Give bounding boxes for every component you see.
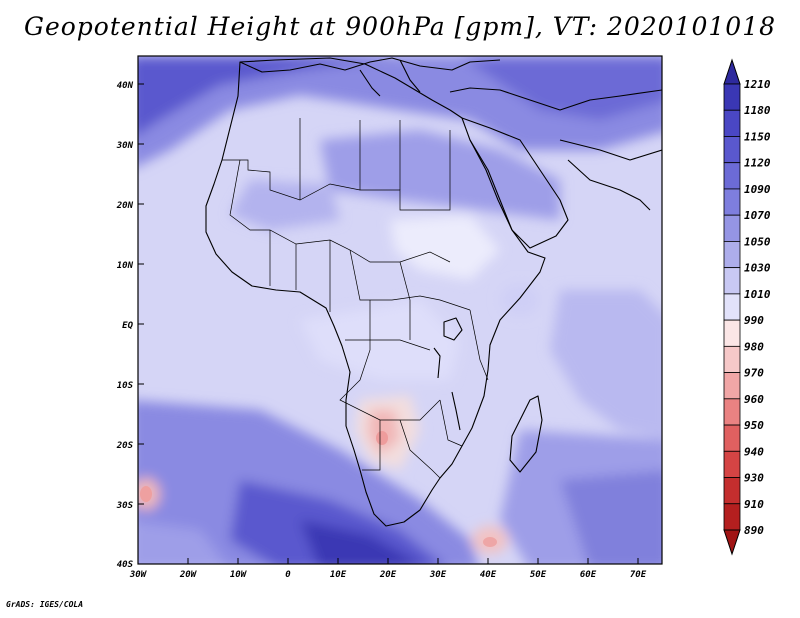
colorbar-label: 980	[744, 340, 764, 353]
colorbar-swatch	[723, 109, 741, 137]
colorbar-swatch	[723, 424, 741, 452]
colorbar-label: 1120	[744, 157, 771, 170]
colorbar-swatch	[723, 293, 741, 321]
chart-title: Geopotential Height at 900hPa [gpm], VT:…	[23, 12, 777, 41]
lat-label-20S: 20S	[116, 441, 134, 451]
colorbar-label: 960	[744, 393, 764, 406]
lon-label-30E: 30E	[429, 570, 447, 580]
colorbar-swatch	[723, 345, 741, 373]
colorbar-label: 970	[744, 367, 764, 380]
lon-label-20E: 20E	[379, 570, 397, 580]
colorbar-swatch	[723, 241, 741, 269]
colorbar-label: 1050	[744, 235, 771, 248]
lat-label-10N: 10N	[117, 261, 134, 271]
colorbar-label: 930	[744, 472, 764, 485]
lon-label-10E: 10E	[330, 570, 347, 580]
colorbar: 1210 1180 1150 1120 1090 1070 1050 1030 1010 990 9…	[723, 58, 771, 556]
lat-label-40S: 40S	[117, 560, 134, 570]
lon-label-10W: 10W	[230, 570, 248, 580]
colorbar-label: 950	[744, 419, 764, 432]
colorbar-swatch	[723, 450, 741, 478]
colorbar-label: 1090	[744, 183, 771, 196]
colorbar-swatch	[723, 477, 741, 505]
map-frame	[137, 55, 663, 565]
colorbar-swatch	[723, 503, 741, 531]
colorbar-label: 1180	[744, 104, 771, 117]
colorbar-swatch	[723, 136, 741, 164]
lon-label-70E: 70E	[630, 570, 647, 580]
footer-credit: GrADS: IGES/COLA	[6, 600, 84, 609]
colorbar-label: 1070	[744, 209, 771, 222]
colorbar-swatch	[723, 319, 741, 347]
lon-label-30W: 30W	[129, 570, 148, 580]
lon-label-20W: 20W	[179, 570, 198, 580]
colorbar-label: 1150	[744, 130, 771, 143]
colorbar-swatch	[723, 83, 741, 111]
lat-label-10S: 10S	[117, 381, 134, 391]
lat-label-30S: 30S	[116, 501, 134, 511]
lat-label-eq: EQ	[122, 321, 133, 331]
colorbar-label: 1010	[744, 288, 771, 301]
colorbar-label: 940	[744, 445, 764, 458]
colorbar-swatch	[723, 188, 741, 216]
lat-label-40N: 40N	[117, 81, 134, 91]
colorbar-swatch	[723, 267, 741, 295]
colorbar-label: 1030	[744, 262, 771, 275]
colorbar-bottom-arrow	[723, 529, 741, 556]
colorbar-label: 890	[744, 524, 764, 537]
colorbar-label: 910	[744, 498, 764, 511]
colorbar-swatch	[723, 398, 741, 426]
colorbar-swatch	[723, 372, 741, 400]
lon-label-50E: 50E	[530, 570, 547, 580]
colorbar-label: 990	[744, 314, 764, 327]
colorbar-top-arrow	[723, 58, 741, 85]
height-field	[138, 56, 662, 564]
lat-label-20N: 20N	[116, 201, 134, 211]
lat-label-30N: 30N	[116, 141, 134, 151]
colorbar-swatch	[723, 214, 741, 242]
latitude-axis	[138, 83, 144, 505]
colorbar-label: 1210	[744, 78, 771, 91]
lon-label-60E: 60E	[580, 570, 597, 580]
coastlines	[205, 57, 662, 527]
colorbar-swatch	[723, 162, 741, 190]
country-borders	[222, 118, 489, 479]
lon-label-0: 0	[285, 570, 291, 580]
longitude-axis	[187, 558, 639, 564]
lon-label-40E: 40E	[480, 570, 497, 580]
